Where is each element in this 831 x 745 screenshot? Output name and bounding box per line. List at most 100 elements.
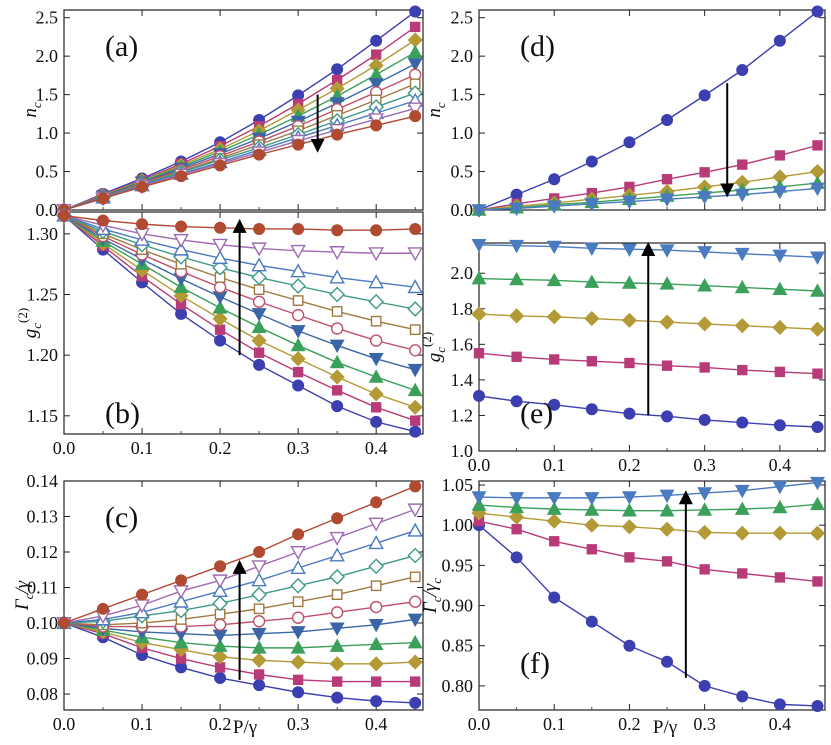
data-point bbox=[737, 568, 748, 579]
data-point bbox=[471, 238, 487, 253]
data-point bbox=[214, 159, 227, 172]
data-point bbox=[292, 138, 305, 151]
data-point bbox=[214, 221, 227, 234]
data-point bbox=[368, 386, 384, 402]
data-point bbox=[369, 334, 383, 347]
data-point bbox=[734, 525, 750, 541]
data-point bbox=[810, 251, 825, 265]
data-point bbox=[511, 351, 522, 362]
data-point bbox=[368, 353, 384, 367]
data-point bbox=[661, 114, 674, 126]
y-tick-label: 1.0 bbox=[451, 441, 474, 461]
data-point bbox=[509, 239, 525, 254]
data-point bbox=[331, 385, 343, 396]
series-s1 bbox=[58, 617, 422, 709]
data-point bbox=[292, 686, 305, 699]
series-line bbox=[478, 182, 818, 211]
data-point bbox=[621, 275, 637, 289]
series-line bbox=[63, 83, 416, 211]
data-point bbox=[58, 617, 70, 630]
y-tick-label: 1.30 bbox=[27, 224, 59, 244]
data-point bbox=[370, 580, 382, 592]
data-point bbox=[290, 337, 306, 352]
data-point bbox=[173, 241, 189, 256]
data-point bbox=[408, 68, 422, 81]
series-s9 bbox=[56, 92, 423, 216]
data-point bbox=[329, 269, 345, 284]
data-point bbox=[251, 652, 267, 668]
data-point bbox=[370, 415, 383, 428]
data-point bbox=[212, 629, 228, 644]
y-tick-label: 0.95 bbox=[442, 555, 474, 575]
data-point bbox=[811, 5, 824, 18]
data-point bbox=[173, 634, 189, 649]
data-point bbox=[812, 368, 823, 379]
data-point bbox=[509, 499, 525, 514]
data-point bbox=[329, 622, 345, 636]
data-point bbox=[290, 263, 306, 278]
y-tick-label: 0.0 bbox=[36, 200, 59, 220]
data-point bbox=[368, 517, 384, 532]
data-point bbox=[251, 333, 267, 349]
y-tick-label: 0.11 bbox=[27, 578, 58, 598]
data-point bbox=[408, 344, 422, 357]
data-point bbox=[290, 559, 306, 574]
series-line bbox=[478, 187, 818, 211]
data-point bbox=[698, 679, 711, 692]
data-point bbox=[329, 547, 345, 562]
data-point bbox=[407, 301, 424, 317]
series-s1 bbox=[473, 519, 824, 712]
series-s2 bbox=[473, 516, 823, 587]
y-tick-label: 2.0 bbox=[451, 263, 474, 283]
data-point bbox=[773, 698, 786, 711]
data-point bbox=[584, 242, 600, 256]
data-point bbox=[407, 654, 423, 670]
data-point bbox=[212, 291, 228, 305]
data-point bbox=[698, 413, 711, 426]
panel-f: 0.0 0.1 0.2 0.3 0.4 0.80 0.85 0.90 0.95 1.00 1.05 Γ… bbox=[420, 475, 826, 734]
data-point bbox=[251, 319, 267, 334]
data-point bbox=[734, 279, 750, 294]
data-point bbox=[697, 524, 713, 541]
data-point bbox=[368, 247, 384, 262]
data-point bbox=[407, 503, 423, 518]
data-point bbox=[331, 691, 344, 704]
y-tick-label: 2.0 bbox=[36, 46, 59, 66]
data-point bbox=[409, 5, 422, 18]
data-point bbox=[410, 21, 421, 33]
data-point bbox=[548, 591, 561, 604]
series-line bbox=[63, 115, 416, 211]
panel-label: (e) bbox=[520, 397, 553, 430]
data-point bbox=[173, 233, 189, 248]
data-point bbox=[810, 182, 825, 197]
data-point bbox=[173, 585, 189, 600]
y-tick-label: 0.5 bbox=[36, 162, 59, 182]
data-point bbox=[546, 200, 562, 214]
data-point bbox=[546, 501, 562, 515]
data-point bbox=[409, 480, 422, 493]
data-point bbox=[810, 283, 825, 297]
data-point bbox=[586, 356, 598, 367]
data-point bbox=[774, 150, 786, 161]
y-tick-label: 2.5 bbox=[451, 8, 474, 28]
y-tick-label: 1.05 bbox=[442, 475, 474, 495]
series-line bbox=[63, 622, 416, 704]
data-point bbox=[290, 654, 306, 670]
data-point bbox=[585, 403, 598, 416]
x-axis-title-right: P/γ bbox=[653, 717, 677, 738]
data-point bbox=[175, 220, 188, 233]
panel-b: 0.0 0.1 0.2 0.3 0.4 1.15 1.20 1.25 1.30 gc(2) (b) bbox=[15, 207, 424, 458]
data-point bbox=[773, 419, 786, 432]
y-tick-label: 0.0 bbox=[451, 200, 474, 220]
x-tick-label: 0.2 bbox=[618, 714, 641, 734]
x-tick-label: 0.1 bbox=[543, 714, 566, 734]
data-point bbox=[584, 502, 600, 516]
data-point bbox=[584, 492, 600, 506]
y-tick-label: 0.13 bbox=[27, 507, 59, 527]
data-point bbox=[175, 574, 188, 587]
data-point bbox=[252, 615, 266, 628]
data-point bbox=[251, 572, 267, 587]
panel-e: 0.0 0.1 0.2 0.3 0.4 1.0 1.2 1.4 1.6 1.8 2.0 gc(2) (e… bbox=[419, 238, 826, 475]
data-point bbox=[212, 259, 228, 276]
data-point bbox=[772, 525, 788, 541]
